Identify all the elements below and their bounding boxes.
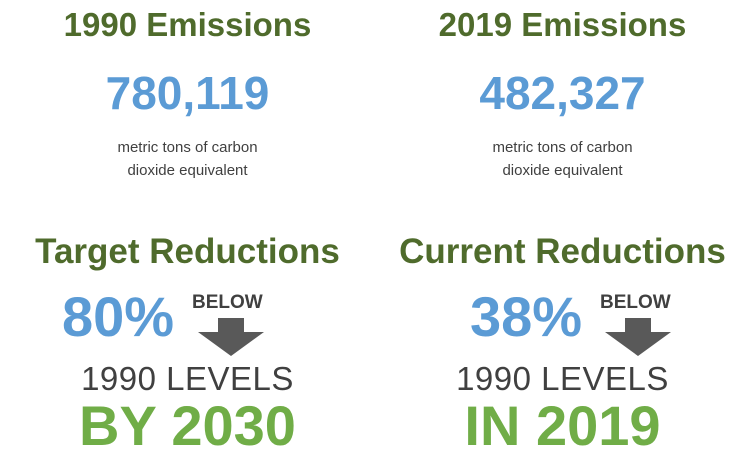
left-column: 1990 Emissions 780,119 metric tons of ca…	[0, 6, 375, 457]
unit-line-2: dioxide equivalent	[502, 162, 623, 179]
emissions-1990-unit: metric tons of carbon dioxide equivalent	[0, 136, 375, 182]
current-year: IN 2019	[464, 394, 661, 457]
current-reductions-title: Current Reductions	[399, 232, 726, 271]
target-reductions-title: Target Reductions	[35, 232, 340, 271]
target-levels: 1990 LEVELS	[81, 360, 294, 397]
emissions-1990-title: 1990 Emissions	[63, 6, 312, 43]
down-arrow-icon	[605, 318, 671, 356]
emissions-1990-value: 780,119	[105, 67, 270, 119]
current-levels: 1990 LEVELS	[456, 360, 669, 397]
emissions-2019-unit: metric tons of carbon dioxide equivalent	[375, 136, 750, 182]
emissions-2019-title: 2019 Emissions	[438, 6, 687, 43]
target-percent: 80%	[62, 285, 175, 348]
current-below-label: BELOW	[600, 292, 671, 313]
unit-line-1: metric tons of carbon	[492, 139, 633, 156]
emissions-2019-value: 482,327	[479, 67, 646, 119]
right-column: 2019 Emissions 482,327 metric tons of ca…	[375, 0, 750, 458]
down-arrow-icon	[198, 318, 264, 356]
unit-line-1: metric tons of carbon	[117, 139, 258, 156]
current-percent: 38%	[470, 285, 583, 348]
target-year: BY 2030	[79, 394, 296, 457]
unit-line-2: dioxide equivalent	[127, 162, 248, 179]
target-below-label: BELOW	[192, 292, 263, 313]
